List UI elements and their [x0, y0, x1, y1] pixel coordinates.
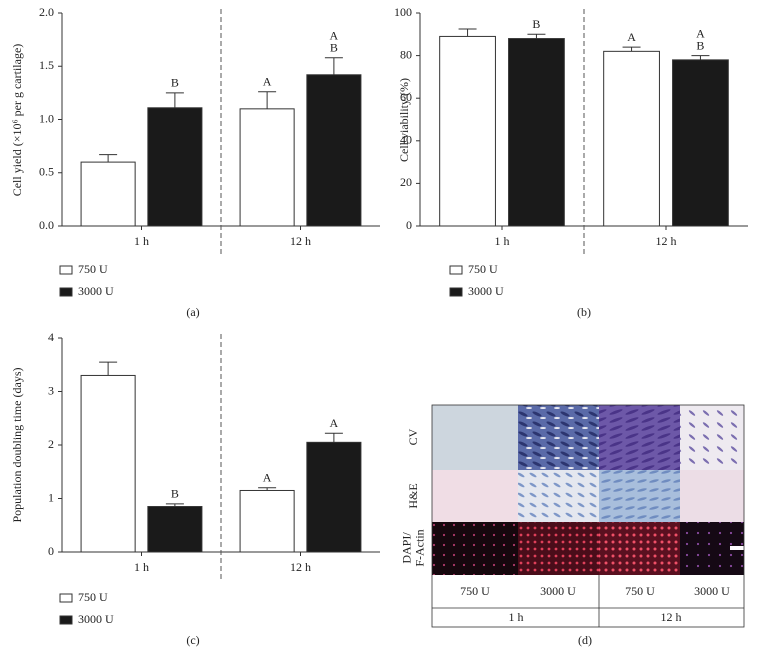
significance-letter: B	[330, 40, 338, 54]
significance-letter: B	[171, 487, 179, 501]
y-tick-label: 3	[48, 383, 54, 397]
panel-label: (d)	[578, 633, 592, 647]
x-tick-label: 1 h	[134, 234, 149, 248]
image	[518, 470, 599, 522]
column-label: 750 U	[625, 584, 655, 598]
y-axis-label: Population doubling time (days)	[10, 368, 24, 523]
row-label: CV	[406, 428, 420, 445]
y-tick-label: 100	[394, 5, 412, 19]
significance-letter: A	[696, 26, 705, 40]
row-label: F-Actin	[412, 529, 426, 566]
bar	[147, 107, 203, 227]
scale-bar	[730, 546, 762, 550]
bar	[603, 50, 660, 227]
image	[432, 522, 518, 575]
x-tick-label: 12 h	[290, 560, 311, 574]
legend-label: 750 U	[78, 590, 108, 604]
significance-letter: A	[263, 471, 272, 485]
significance-letter: A	[627, 30, 636, 44]
image	[599, 405, 680, 470]
legend-swatch	[449, 265, 463, 275]
bar	[80, 161, 136, 227]
significance-letter: B	[171, 76, 179, 90]
legend-swatch	[59, 615, 73, 625]
bar	[80, 374, 136, 553]
image	[518, 522, 599, 575]
image	[599, 470, 680, 522]
y-tick-label: 2	[48, 437, 54, 451]
significance-letter: B	[696, 38, 704, 52]
group-label: 12 h	[661, 610, 682, 624]
row-label: DAPI/	[399, 532, 413, 564]
y-tick-label: 0.5	[39, 165, 54, 179]
y-tick-label: 2.0	[39, 5, 54, 19]
row-label: H&E	[406, 483, 420, 508]
legend-swatch	[59, 593, 73, 603]
y-tick-label: 40	[400, 133, 412, 147]
legend-label: 750 U	[468, 262, 498, 276]
image	[599, 522, 680, 575]
legend-swatch	[59, 265, 73, 275]
legend-swatch	[449, 287, 463, 297]
legend-label: 3000 U	[468, 284, 504, 298]
bar	[672, 59, 729, 227]
x-tick-label: 12 h	[656, 234, 677, 248]
panel-label: (b)	[577, 305, 591, 319]
y-tick-label: 1	[48, 490, 54, 504]
image	[432, 470, 518, 522]
bar	[439, 35, 496, 227]
significance-letter: A	[263, 75, 272, 89]
y-tick-label: 1.0	[39, 111, 54, 125]
y-tick-label: 0	[406, 218, 412, 232]
x-tick-label: 12 h	[290, 234, 311, 248]
y-tick-label: 0.0	[39, 218, 54, 232]
y-axis-label: Cell viability (%)	[397, 78, 411, 162]
significance-letter: A	[330, 416, 339, 430]
image	[518, 405, 599, 470]
legend-swatch	[59, 287, 73, 297]
bar	[306, 441, 362, 553]
panel-d-images	[431, 404, 762, 628]
legend-label: 3000 U	[78, 612, 114, 626]
y-tick-label: 1.5	[39, 58, 54, 72]
significance-letter: A	[330, 28, 339, 42]
y-tick-label: 80	[400, 47, 412, 61]
y-tick-label: 60	[400, 90, 412, 104]
bar	[508, 38, 565, 227]
panel-label: (a)	[186, 305, 199, 319]
image	[432, 405, 518, 470]
image	[680, 470, 744, 522]
frame	[431, 404, 745, 628]
y-axis-label: Cell yield (×10⁶ per g cartilage)	[10, 44, 24, 197]
y-tick-label: 4	[48, 330, 54, 344]
x-tick-label: 1 h	[134, 560, 149, 574]
bar	[147, 506, 203, 553]
bar	[306, 74, 362, 227]
bar	[239, 108, 295, 227]
column-label: 3000 U	[694, 584, 730, 598]
x-tick-label: 1 h	[495, 234, 510, 248]
image	[680, 405, 744, 470]
y-tick-label: 20	[400, 175, 412, 189]
significance-letter: B	[532, 17, 540, 31]
legend-label: 3000 U	[78, 284, 114, 298]
group-label: 1 h	[509, 610, 524, 624]
y-tick-label: 0	[48, 544, 54, 558]
bar	[239, 489, 295, 553]
panel-label: (c)	[186, 633, 199, 647]
legend-label: 750 U	[78, 262, 108, 276]
column-label: 750 U	[460, 584, 490, 598]
column-label: 3000 U	[540, 584, 576, 598]
